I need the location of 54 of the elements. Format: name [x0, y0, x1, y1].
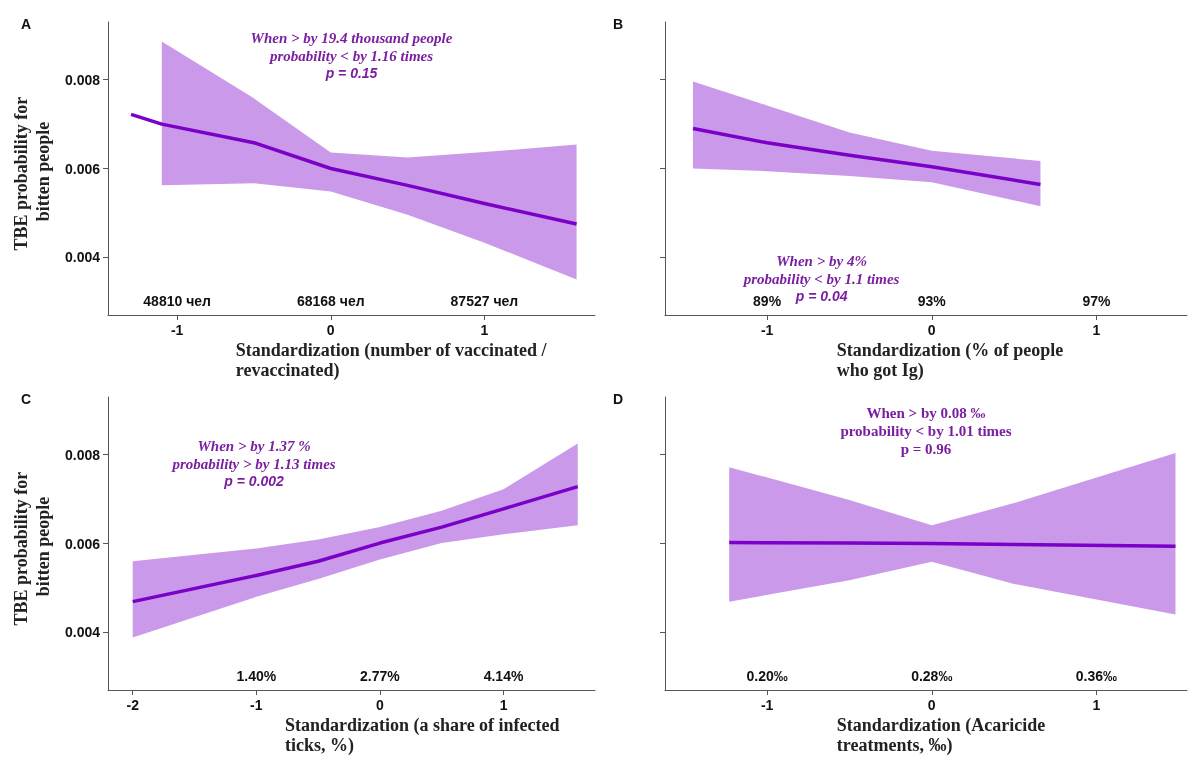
x-axis-title: Standardization (% of people who got Ig)	[836, 340, 1068, 381]
y-tick-label: 0.004	[64, 249, 101, 266]
annotation: 93%	[917, 293, 947, 309]
x-tick-label: 1	[499, 697, 508, 713]
x-tick-label: 0	[376, 697, 385, 713]
y-tick-label: 0.004	[64, 624, 101, 641]
line-series	[129, 112, 579, 226]
y-tick-label: 0.008	[64, 71, 101, 88]
x-axis-title: Standardization (a share of infected ticks, %)	[284, 715, 565, 756]
x-tick-label: 1	[1092, 697, 1101, 713]
annotation: 87527 чел	[450, 293, 519, 309]
x-axis-title: Standardization (Acaricide treatments, ‰)	[836, 715, 1050, 756]
annotation: p = 0.96	[900, 440, 952, 457]
annotation: 89%	[753, 293, 782, 309]
chart-title: D	[613, 391, 624, 407]
annotation: 0.36‰	[1075, 668, 1118, 684]
annotation: When > by 1.37 %	[197, 437, 311, 454]
y-axis-title: TBE probability for bitten people	[11, 467, 53, 626]
x-tick-label: 0	[927, 697, 936, 713]
x-tick-label: 0	[927, 322, 936, 338]
annotation: 68168 чел	[296, 293, 365, 309]
annotation: p = 0.04	[794, 288, 848, 304]
y-axis-title: TBE probability for bitten people	[11, 92, 53, 251]
x-tick-label: -1	[760, 322, 774, 338]
x-tick-label: 1	[480, 322, 489, 338]
x-axis-title: Standardization (number of vaccinated / revaccinated)	[235, 340, 551, 381]
annotation: probability < by 1.01 times	[840, 422, 1012, 439]
annotation: probability < by 1.1 times	[741, 270, 900, 287]
x-tick-label: -2	[126, 697, 140, 713]
annotation: 48810 чел	[143, 293, 211, 309]
x-tick-label: -1	[760, 697, 774, 713]
annotation: 0.28‰	[911, 668, 953, 684]
annotation: When > by 4%	[776, 252, 867, 269]
annotation: 0.20‰	[746, 668, 788, 684]
y-tick-label: 0.008	[64, 446, 101, 463]
annotation: 4.14%	[483, 668, 524, 684]
y-tick-label: 0.006	[64, 160, 101, 177]
annotation: p = 0.15	[324, 65, 378, 81]
chart-title: A	[21, 16, 32, 32]
y-tick-label: 0.006	[64, 535, 101, 552]
annotation: 1.40%	[236, 668, 277, 684]
annotation: probability < by 1.16 times	[267, 47, 434, 64]
annotation: 97%	[1082, 293, 1111, 309]
annotation: probability > by 1.13 times	[170, 455, 336, 472]
annotation: When > by 19.4 thousand people	[250, 29, 453, 46]
x-tick-label: 1	[1092, 322, 1101, 338]
x-tick-label: -1	[250, 697, 263, 713]
x-tick-label: 0	[326, 322, 335, 338]
annotation: 2.77%	[360, 668, 401, 684]
chart-title: B	[613, 16, 624, 32]
x-tick-label: -1	[170, 322, 184, 338]
annotation: When > by 0.08 ‰	[866, 404, 986, 421]
chart-title: C	[21, 391, 32, 407]
annotation: p = 0.002	[223, 473, 285, 489]
